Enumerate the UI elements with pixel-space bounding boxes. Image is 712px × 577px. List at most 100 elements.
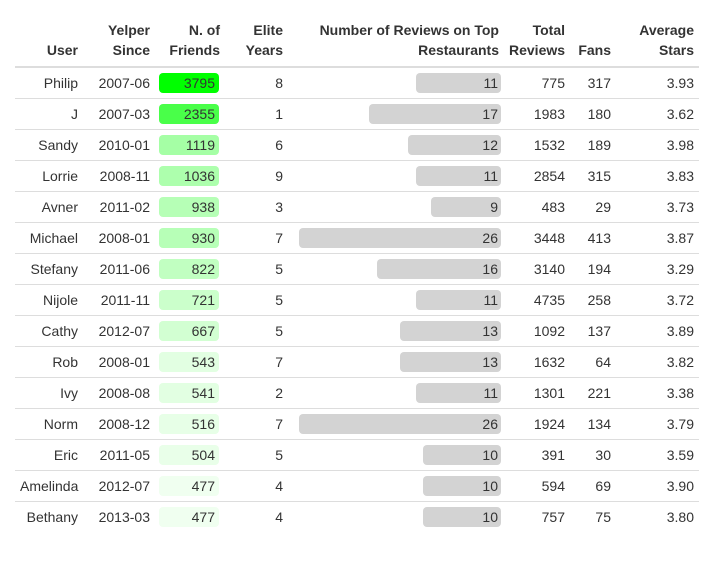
cell-elite-years: 5	[225, 315, 288, 347]
table-row[interactable]: J 2007-03 2355 1 17 1983 180 3.62	[15, 98, 699, 130]
cell-user: Eric	[15, 439, 83, 471]
cell-fans: 30	[570, 439, 616, 471]
cell-friends: 1036	[155, 160, 225, 192]
top-reviews-bar	[400, 352, 501, 372]
cell-user: Rob	[15, 346, 83, 378]
cell-average-stars: 3.90	[616, 470, 699, 502]
cell-average-stars: 3.89	[616, 315, 699, 347]
cell-fans: 317	[587, 75, 611, 91]
cell-fans: 137	[570, 315, 616, 347]
cell-top-restaurant-reviews: 26	[288, 408, 504, 440]
table-row[interactable]: Amelinda 2012-07 477 4 10 594 69 3.90	[15, 470, 699, 502]
cell-user: Cathy	[15, 315, 83, 347]
cell-user: Michael	[15, 222, 83, 254]
table-row[interactable]: Sandy 2010-01 1119 6 12 1532 189 3.98	[15, 129, 699, 161]
cell-elite-years: 1	[225, 98, 288, 130]
cell-friends: 504	[155, 439, 225, 471]
table-row[interactable]: Avner 2011-02 938 3 9 483 29 3.73	[15, 191, 699, 223]
cell-average-stars: 3.72	[616, 284, 699, 316]
cell-elite-years: 6	[225, 129, 288, 161]
cell-total-reviews: 1092	[504, 315, 570, 347]
friends-heat-value: 1036	[159, 166, 219, 186]
header-user[interactable]: User	[15, 20, 83, 68]
top-reviews-value: 9	[490, 199, 498, 215]
cell-elite-years: 4	[225, 501, 288, 532]
cell-elite-years: 9	[225, 160, 288, 192]
cell-top-restaurant-reviews: 13	[288, 346, 504, 378]
table-row[interactable]: Lorrie 2008-11 1036 9 11 2854 315 3.83	[15, 160, 699, 192]
header-fans[interactable]: Fans	[570, 20, 616, 68]
top-reviews-bar	[423, 507, 501, 527]
cell-fans: 413	[570, 222, 616, 254]
cell-fans: 64	[570, 346, 616, 378]
table-row[interactable]: Stefany 2011-06 822 5 16 3140 194 3.29	[15, 253, 699, 285]
table-row[interactable]: Ivy 2008-08 541 2 11 1301 221 3.38	[15, 377, 699, 409]
cell-top-restaurant-reviews: 16	[288, 253, 504, 285]
cell-user: Lorrie	[15, 160, 83, 192]
cell-user: Avner	[15, 191, 83, 223]
table-row[interactable]: Philip 2007-06 3795 8 11 775 317 3.93	[15, 67, 699, 99]
table-row[interactable]: Bethany 2013-03 477 4 10 757 75 3.80	[15, 501, 699, 532]
cell-yelper-since: 2011-11	[83, 284, 155, 316]
cell-average-stars: 3.87	[616, 222, 699, 254]
cell-average-stars: 3.73	[616, 191, 699, 223]
cell-top-restaurant-reviews: 10	[288, 501, 504, 532]
table-row[interactable]: Nijole 2011-11 721 5 11 4735 258 3.72	[15, 284, 699, 316]
cell-fans: 258	[570, 284, 616, 316]
cell-total-reviews: 4735	[504, 284, 570, 316]
cell-elite-years: 2	[225, 377, 288, 409]
cell-average-stars: 3.79	[616, 408, 699, 440]
friends-heat-value: 3795	[159, 73, 219, 93]
cell-user: Ivy	[15, 377, 83, 409]
table-row[interactable]: Cathy 2012-07 667 5 13 1092 137 3.89	[15, 315, 699, 347]
cell-fans: 315	[570, 160, 616, 192]
top-reviews-value: 17	[482, 106, 498, 122]
cell-total-reviews: 3140	[504, 253, 570, 285]
top-reviews-value: 13	[482, 323, 498, 339]
cell-elite-years: 7	[225, 408, 288, 440]
cell-elite-years: 3	[225, 191, 288, 223]
cell-yelper-since: 2010-01	[83, 129, 155, 161]
cell-fans: 221	[570, 377, 616, 409]
cell-total-reviews: 483	[504, 191, 570, 223]
table-row[interactable]: Norm 2008-12 516 7 26 1924 134 3.79	[15, 408, 699, 440]
cell-fans: 194	[570, 253, 616, 285]
table-row[interactable]: Rob 2008-01 543 7 13 1632 64 3.82	[15, 346, 699, 378]
header-elite-years[interactable]: Elite Years	[225, 20, 288, 68]
cell-total-reviews: 1301	[504, 377, 570, 409]
cell-total-reviews: 775	[541, 75, 565, 91]
header-yelper-since[interactable]: Yelper Since	[83, 20, 155, 68]
top-reviews-value: 10	[482, 447, 498, 463]
cell-yelper-since: 2011-06	[83, 253, 155, 285]
cell-top-restaurant-reviews: 11	[288, 284, 504, 316]
cell-total-reviews: 757	[504, 501, 570, 532]
table-row[interactable]: Michael 2008-01 930 7 26 3448 413 3.87	[15, 222, 699, 254]
friends-heat-value: 667	[159, 321, 219, 341]
cell-average-stars: 3.29	[616, 253, 699, 285]
cell-friends: 541	[155, 377, 225, 409]
cell-user: Norm	[15, 408, 83, 440]
header-average-stars[interactable]: Average Stars	[616, 20, 699, 68]
header-friends[interactable]: N. of Friends	[155, 20, 225, 68]
cell-top-restaurant-reviews: 26	[288, 222, 504, 254]
header-total-reviews[interactable]: Total Reviews	[504, 20, 570, 68]
top-reviews-value: 11	[483, 292, 498, 308]
cell-fans: 75	[570, 501, 616, 532]
cell-top-restaurant-reviews: 10	[288, 470, 504, 502]
top-reviews-value: 13	[482, 354, 498, 370]
friends-heat-value: 938	[159, 197, 219, 217]
table-row[interactable]: Eric 2011-05 504 5 10 391 30 3.59	[15, 439, 699, 471]
cell-top-restaurant-reviews: 11	[288, 160, 504, 192]
cell-top-restaurant-reviews: 9	[288, 191, 504, 223]
cell-user: Sandy	[15, 129, 83, 161]
cell-total-reviews: 594	[504, 470, 570, 502]
friends-heat-value: 930	[159, 228, 219, 248]
top-reviews-bar	[299, 228, 501, 248]
friends-heat-value: 1119	[159, 135, 219, 155]
friends-heat-value: 504	[159, 445, 219, 465]
cell-yelper-since: 2007-06	[98, 75, 150, 91]
header-top-restaurant-reviews[interactable]: Number of Reviews on Top Restaurants	[288, 20, 504, 68]
cell-fans: 180	[570, 98, 616, 130]
cell-elite-years: 7	[225, 222, 288, 254]
top-reviews-value: 11	[483, 168, 498, 184]
